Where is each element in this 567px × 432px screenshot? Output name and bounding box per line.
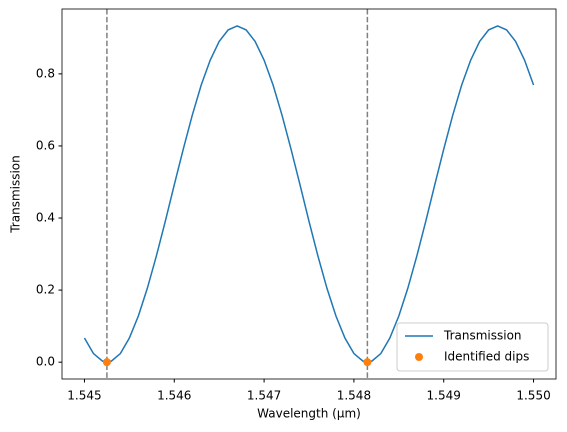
- dip-point: [102, 358, 111, 367]
- y-axis-label: Transmission: [9, 155, 23, 234]
- y-tick-label: 0.2: [36, 283, 55, 297]
- y-tick-label: 0.4: [36, 211, 55, 225]
- x-tick-label: 1.546: [157, 389, 191, 403]
- x-tick-label: 1.549: [427, 389, 461, 403]
- y-tick-label: 0.6: [36, 138, 55, 152]
- plot-frame: [61, 8, 557, 380]
- legend-swatch: [415, 353, 423, 361]
- y-tick-label: 0.0: [36, 355, 55, 369]
- legend-box: [396, 322, 549, 372]
- dip-point: [363, 358, 372, 367]
- line: [83, 25, 535, 362]
- y-tick-label: 0.8: [36, 66, 55, 80]
- legend-label: Transmission: [443, 329, 522, 343]
- legend-label: Identified dips: [444, 350, 529, 364]
- x-tick-label: 1.548: [337, 389, 371, 403]
- x-tick-label: 1.545: [67, 389, 101, 403]
- x-tick-label: 1.547: [247, 389, 281, 403]
- x-axis-label: Wavelength (µm): [257, 407, 361, 421]
- x-tick-label: 1.550: [516, 389, 550, 403]
